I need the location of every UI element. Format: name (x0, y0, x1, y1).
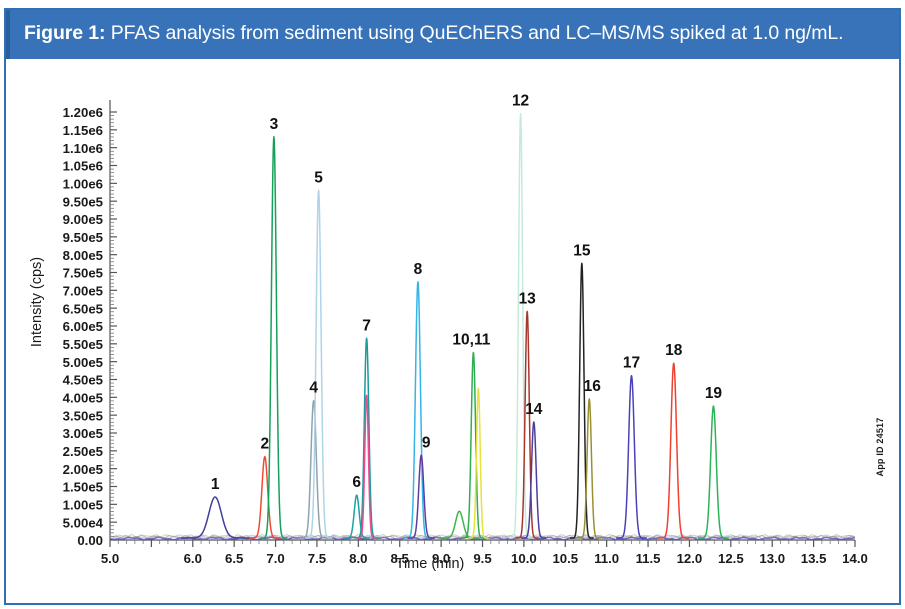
y-axis-tick-label: 3.00e5 (63, 426, 103, 441)
y-axis-tick-label: 9.50e5 (63, 194, 103, 209)
figure-caption-text: Figure 1: PFAS analysis from sediment us… (10, 21, 844, 44)
peak-trace-18 (657, 362, 690, 539)
y-axis-tick-label: 5.00e5 (63, 355, 103, 370)
peak-trace-2 (248, 455, 282, 539)
y-axis-tick-label: 8.00e5 (63, 248, 103, 263)
x-axis-tick-label: 6.5 (225, 551, 243, 566)
peak-trace-1 (180, 496, 250, 539)
x-axis-tick-label: 8.0 (349, 551, 367, 566)
peak-trace-7b (356, 394, 378, 539)
y-axis-tick-label: 5.50e5 (63, 337, 103, 352)
y-axis-tick-label: 9.00e5 (63, 212, 103, 227)
peak-traces (180, 112, 730, 539)
y-axis-tick-label: 9.50e5 (63, 230, 103, 245)
x-axis-tick-label: 11.0 (594, 551, 619, 566)
y-axis-title: Intensity (cps) (29, 256, 45, 348)
x-axis-tick-label: 9.5 (473, 551, 491, 566)
peak-trace-19 (697, 405, 730, 539)
x-axis-tick-label: 10.5 (552, 551, 578, 566)
y-axis-tick-label: 1.00e6 (63, 177, 103, 192)
peak-label-14: 14 (525, 401, 543, 418)
figure-caption-label: Figure 1: (24, 21, 106, 44)
peak-trace-10 (461, 351, 486, 539)
peak-label-5: 5 (314, 169, 323, 186)
baseline-trace (109, 536, 856, 541)
x-axis-tick-label: 12.0 (677, 551, 703, 566)
peak-trace-3 (259, 136, 288, 539)
x-axis-tick-label: 8.5 (391, 551, 409, 566)
peak-trace-15 (569, 262, 595, 539)
x-axis-tick-label: 7.0 (266, 551, 284, 566)
y-axis-tick-label: 4.50e5 (63, 373, 103, 388)
y-axis-tick-label: 2.00e5 (63, 462, 103, 477)
y-axis-tick-label: 3.50e5 (63, 408, 103, 423)
peak-label-1: 1 (211, 476, 220, 493)
peak-trace-12 (508, 112, 533, 539)
peak-label-9: 9 (422, 434, 431, 451)
peak-label-8: 8 (414, 261, 423, 278)
app-id-watermark: App ID 24517 (875, 417, 885, 477)
y-axis-tick-label: 7.50e5 (63, 266, 103, 281)
figure-caption-body: PFAS analysis from sediment using QuEChE… (105, 21, 844, 44)
peak-trace-6 (342, 494, 371, 539)
peak-trace-13 (515, 310, 540, 539)
peak-trace-14 (520, 421, 548, 539)
peak-trace-9 (407, 454, 436, 539)
y-axis-tick-label: 6.00e5 (63, 319, 103, 334)
peak-label-16: 16 (584, 378, 602, 395)
y-axis-tick-label: 5.00e4 (63, 515, 104, 530)
peak-trace-11 (467, 387, 489, 539)
peak-trace-7a (353, 337, 380, 539)
peak-trace-5 (304, 189, 333, 539)
y-axis-tick-label: 1.50e5 (63, 480, 103, 495)
y-axis-tick-label: 4.00e5 (63, 391, 103, 406)
peak-label-10: 10,11 (452, 332, 490, 349)
x-axis-tick-label: 14.0 (842, 551, 868, 566)
peak-trace-16 (576, 398, 602, 539)
chromatogram-plot: 0.00 5.00e4 1.00e5 1.50e5 2.00e5 2.50e5 3.00e5… (10, 62, 895, 602)
peak-label-17: 17 (623, 355, 640, 372)
x-axis-tick-label: 12.5 (718, 551, 744, 566)
peak-label-19: 19 (705, 385, 723, 402)
x-axis-tick-label: 11.5 (636, 551, 661, 566)
x-axis-tick-label: 7.5 (308, 551, 326, 566)
x-axis-tick-label: 6.0 (184, 551, 202, 566)
y-axis-tick-label: 1.20e6 (63, 105, 103, 120)
peak-label-18: 18 (665, 342, 683, 359)
peak-trace-4 (298, 399, 329, 539)
peak-label-12: 12 (512, 93, 529, 110)
y-axis-tick-label: 2.50e5 (63, 444, 103, 459)
y-axis-tick-label: 1.10e6 (63, 141, 103, 156)
figure-caption-bar: Figure 1: PFAS analysis from sediment us… (4, 8, 901, 59)
y-axis-tick-label: 0.00 (77, 533, 103, 548)
baseline-traces (109, 533, 856, 541)
peak-label-2: 2 (260, 436, 269, 453)
y-axis-tick-label: 1.05e6 (63, 159, 103, 174)
peak-trace-17 (615, 374, 648, 539)
peak-label-3: 3 (270, 116, 279, 133)
x-axis-tick-label: 9.0 (432, 551, 450, 566)
chromatogram-svg: 0.00 5.00e4 1.00e5 1.50e5 2.00e5 2.50e5 3.00e5… (63, 93, 868, 566)
peak-label-15: 15 (573, 242, 591, 259)
peak-label-13: 13 (519, 291, 537, 308)
x-axis-title: Time (min) (395, 556, 465, 572)
x-axis-tick-label: 5.0 (101, 551, 119, 566)
x-axis-tick-label: 10.0 (511, 551, 537, 566)
y-axis-tick-label: 6.50e5 (63, 301, 103, 316)
peak-label-7a: 7 (362, 317, 371, 334)
x-axis-tick-label: 13.5 (801, 551, 827, 566)
peak-label-4: 4 (309, 380, 318, 397)
peak-label-6: 6 (352, 474, 361, 491)
y-axis-tick-label: 7.00e5 (63, 284, 103, 299)
peak-trace-9b (438, 510, 481, 539)
y-axis-tick-label: 1.00e5 (63, 498, 103, 513)
y-axis-tick-label: 1.15e6 (63, 123, 103, 138)
x-axis-tick-label: 13.0 (759, 551, 785, 566)
